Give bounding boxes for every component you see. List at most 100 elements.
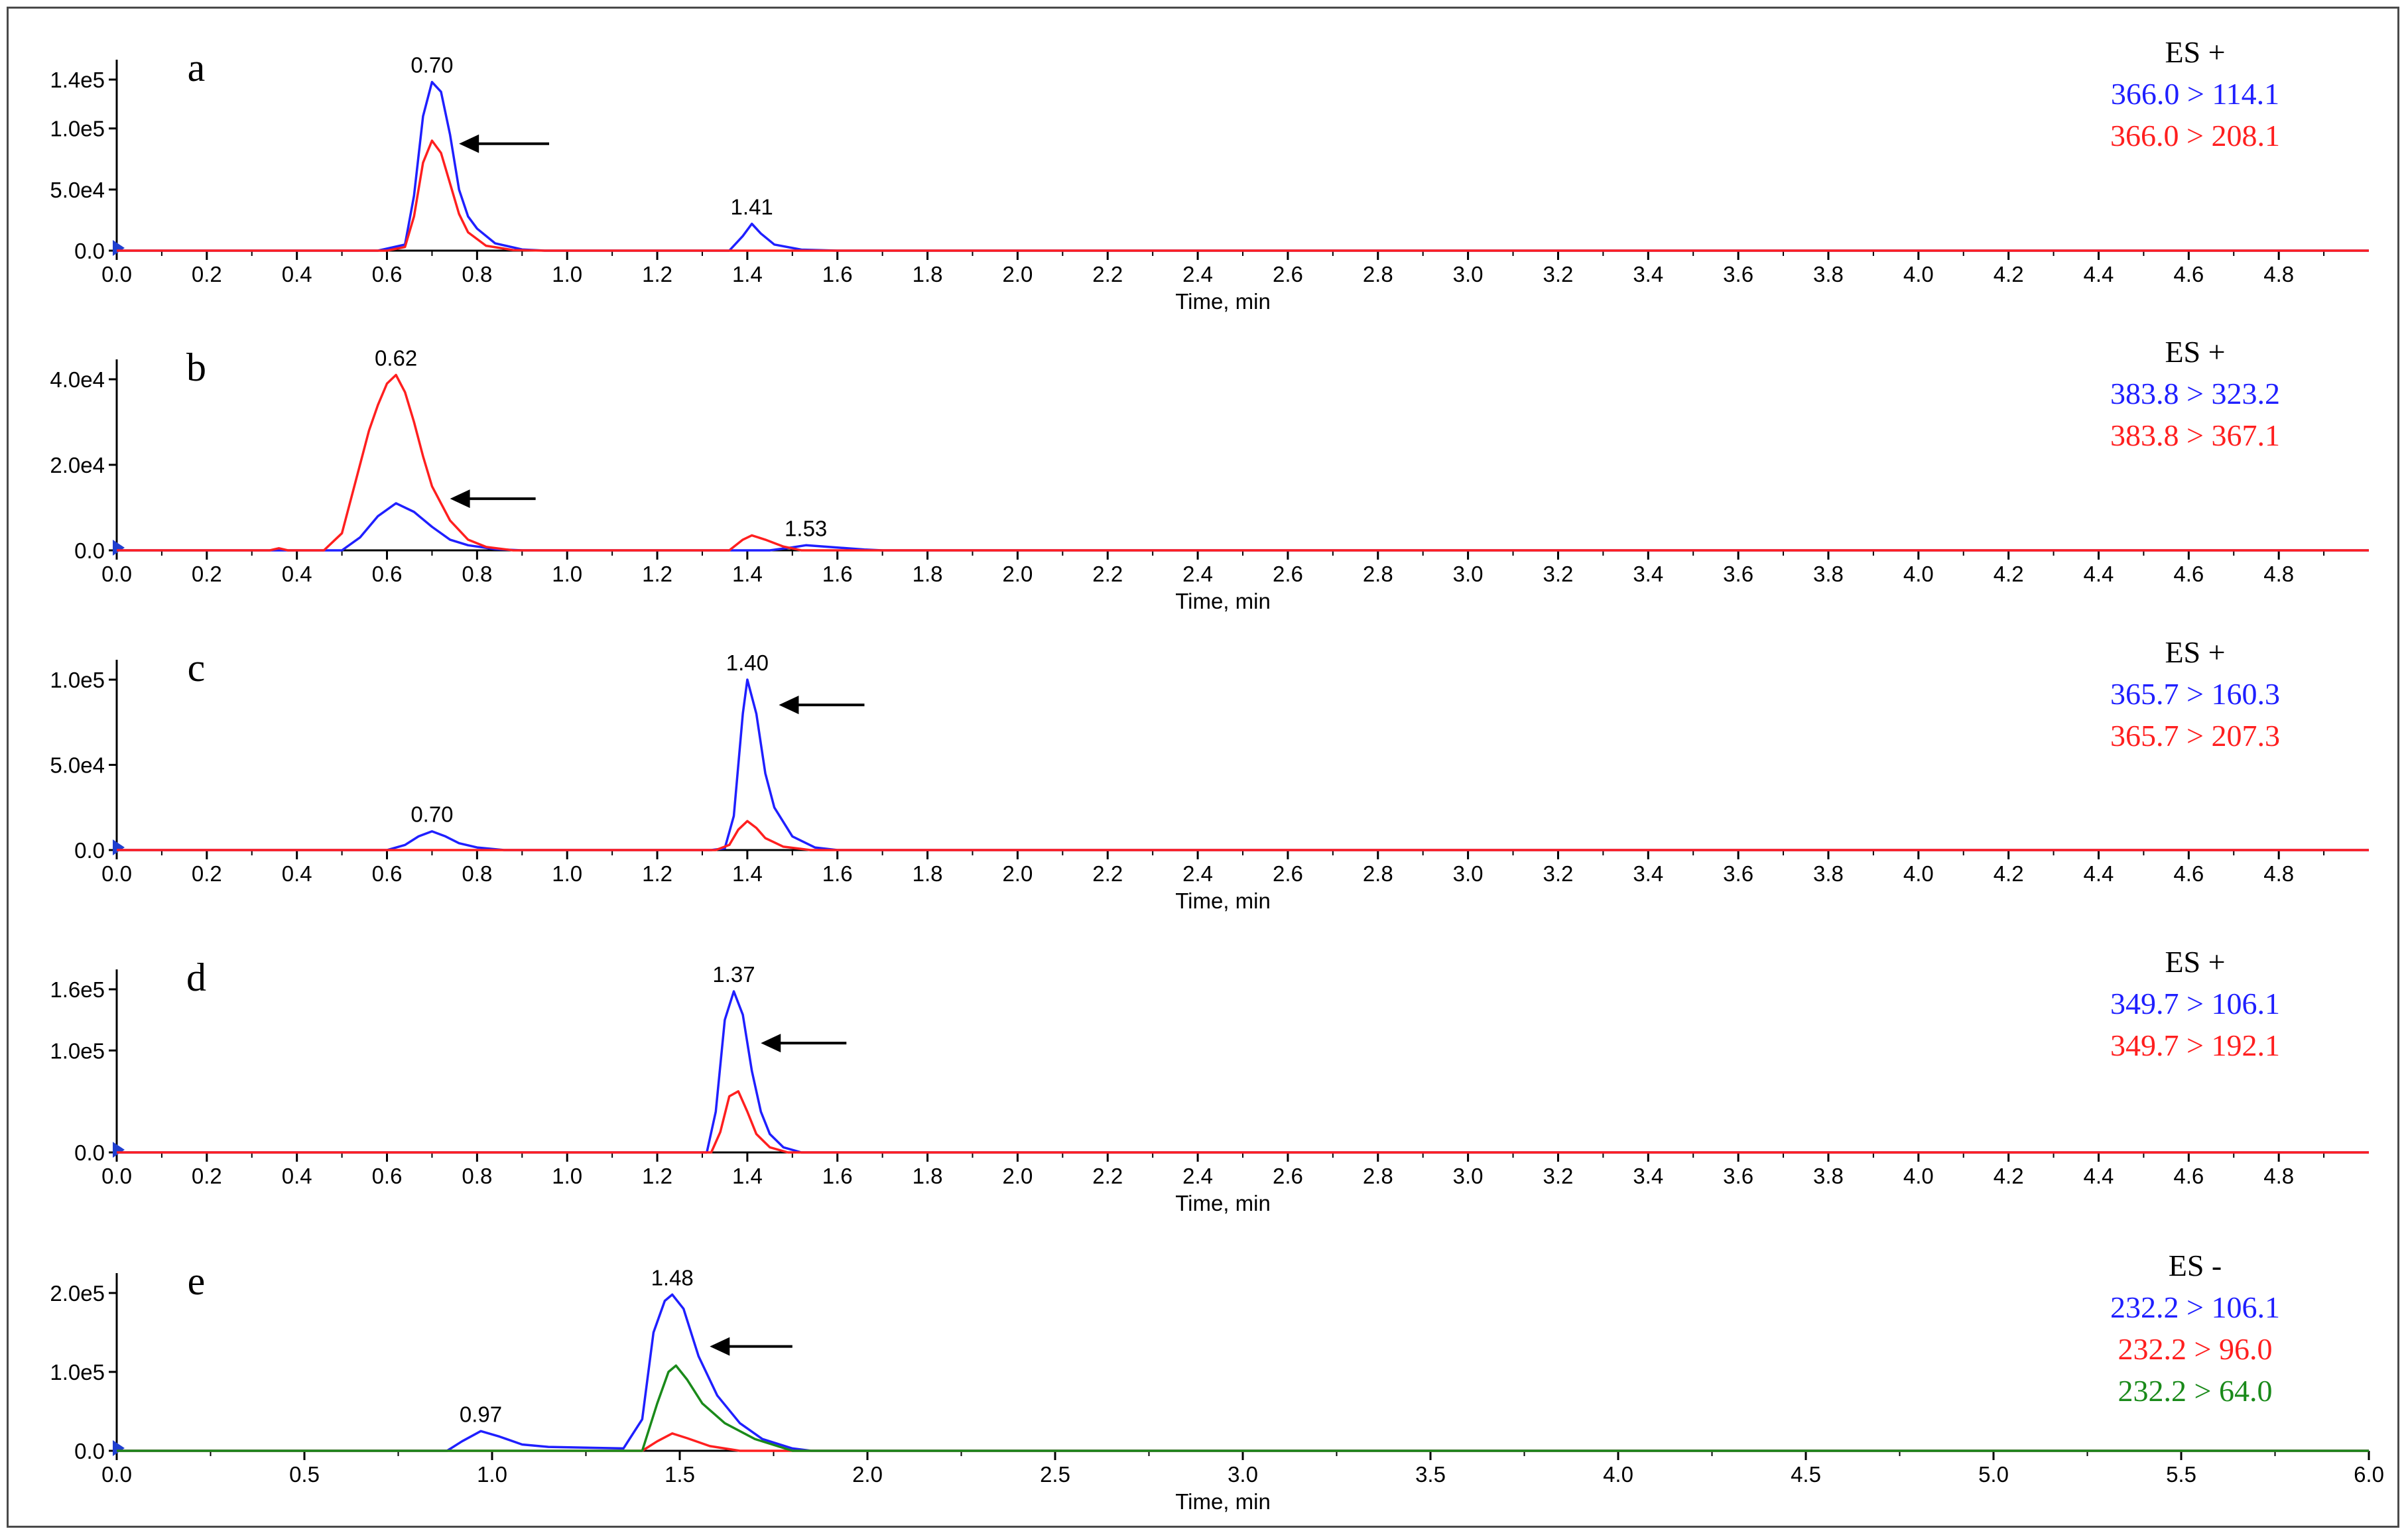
x-tick-label: 3.0 [1453,562,1484,586]
x-axis-label: Time, min [1175,1489,1271,1514]
x-tick-label: 2.8 [1363,562,1393,586]
x-tick-label: 3.4 [1633,562,1663,586]
y-tick-label: 2.0e5 [50,1281,105,1306]
panel-letter: c [188,646,206,690]
x-tick-label: 2.0 [1002,1164,1033,1188]
panel-letter: a [188,46,206,90]
origin-marker-icon [113,1440,125,1456]
y-tick-label: 1.0e5 [50,117,105,141]
x-tick-label: 4.5 [1791,1462,1821,1487]
x-tick-label: 1.6 [822,562,853,586]
series-line-red [117,373,2369,552]
y-tick-label: 0.0 [74,1439,105,1463]
y-tick-label: 2.0e4 [50,453,105,477]
x-tick-label: 1.8 [913,1164,943,1188]
peak-label: 0.97 [460,1402,502,1426]
legend: ES + 383.8 > 323.2 383.8 > 367.1 [2110,335,2280,452]
x-tick-label: 4.0 [1903,1164,1934,1188]
x-tick-label: 1.8 [913,262,943,286]
x-tick-label: 1.6 [822,262,853,286]
legend-item-red: 365.7 > 207.3 [2110,719,2280,753]
panel-letter: e [188,1259,206,1303]
x-tick-label: 2.4 [1182,262,1213,286]
x-tick-label: 4.6 [2173,1164,2204,1188]
x-tick-label: 0.4 [282,262,312,286]
x-tick-label: 1.8 [913,861,943,886]
peak-label: 1.37 [712,962,755,987]
x-tick-label: 3.2 [1543,262,1574,286]
series-line-red [117,1090,2369,1154]
y-tick-label: 1.0e5 [50,668,105,692]
y-tick-label: 0.0 [74,239,105,263]
x-axis-label: Time, min [1175,589,1271,613]
x-tick-label: 4.2 [1994,262,2024,286]
x-tick-label: 4.8 [2263,262,2294,286]
x-tick-label: 2.8 [1363,1164,1393,1188]
x-tick-label: 3.8 [1813,1164,1844,1188]
figure-frame [7,7,2399,1528]
series-line-red [117,139,2369,252]
x-tick-label: 3.6 [1723,562,1753,586]
x-tick-label: 1.2 [642,562,672,586]
x-tick-label: 2.0 [1002,861,1033,886]
x-tick-label: 1.0 [552,861,582,886]
x-tick-label: 3.0 [1228,1462,1258,1487]
x-tick-label: 2.2 [1092,861,1123,886]
x-tick-label: 1.5 [665,1462,695,1487]
legend: ES + 366.0 > 114.1 366.0 > 208.1 [2110,35,2280,153]
peak-label: 1.48 [651,1265,694,1290]
legend-mode-label: ES + [2165,35,2225,69]
x-tick-label: 1.2 [642,861,672,886]
series-line-blue [117,80,2369,252]
legend-mode-label: ES + [2165,635,2225,669]
x-tick-label: 3.2 [1543,562,1574,586]
x-tick-label: 3.6 [1723,262,1753,286]
x-tick-label: 3.8 [1813,262,1844,286]
peak-label: 1.40 [726,650,769,675]
x-tick-label: 1.2 [642,262,672,286]
x-tick-label: 4.4 [2084,1164,2114,1188]
panel-d: 0.0 0.2 0.4 0.6 0.8 1.0 1.2 1.4 1.6 1.8 2.0 2.2 2.4 2… [50,945,2369,1215]
x-tick-label: 3.2 [1543,1164,1574,1188]
peak-label: 1.41 [731,194,773,219]
legend-item-red: 349.7 > 192.1 [2110,1028,2280,1062]
legend-item-blue: 365.7 > 160.3 [2110,677,2280,711]
origin-marker-icon [113,839,125,855]
y-tick-label: 0.0 [74,538,105,563]
x-tick-label: 3.0 [1453,1164,1484,1188]
x-tick-label: 0.2 [192,1164,222,1188]
y-tick-label: 5.0e4 [50,753,105,778]
x-tick-label: 0.5 [289,1462,320,1487]
x-tick-label: 0.0 [101,1164,132,1188]
x-tick-label: 0.0 [101,562,132,586]
panel-b: 0.0 0.2 0.4 0.6 0.8 1.0 1.2 1.4 1.6 1.8 2.0 2.2 2.4 2… [50,335,2369,613]
y-tick-label: 1.4e5 [50,68,105,92]
peak-label: 0.62 [375,346,417,371]
x-axis-label: Time, min [1175,889,1271,913]
x-tick-label: 2.6 [1273,861,1303,886]
arrow-head-icon [779,696,799,715]
x-tick-label: 0.0 [101,1462,132,1487]
legend-mode-label: ES - [2169,1249,2222,1282]
x-tick-label: 1.0 [552,1164,582,1188]
x-tick-label: 2.2 [1092,262,1123,286]
x-tick-label: 0.8 [462,1164,492,1188]
x-tick-label: 3.6 [1723,861,1753,886]
peak-label: 1.53 [785,516,827,540]
x-tick-label: 1.2 [642,1164,672,1188]
x-tick-label: 3.0 [1453,262,1484,286]
x-tick-label: 4.0 [1903,562,1934,586]
x-tick-label: 1.8 [913,562,943,586]
x-tick-label: 4.2 [1994,861,2024,886]
x-tick-label: 1.6 [822,861,853,886]
origin-marker-icon [113,540,125,556]
x-tick-label: 4.0 [1903,861,1934,886]
x-tick-label: 3.8 [1813,562,1844,586]
peak-label: 0.70 [411,53,453,78]
panel-a: 0.0 0.2 0.4 0.6 0.8 1.0 1.2 1.4 1.6 1.8 2.0 2.2 2.4 2… [50,35,2369,314]
x-tick-label: 2.8 [1363,861,1393,886]
x-tick-label: 0.6 [372,562,403,586]
x-tick-label: 0.8 [462,262,492,286]
x-tick-label: 4.6 [2173,562,2204,586]
